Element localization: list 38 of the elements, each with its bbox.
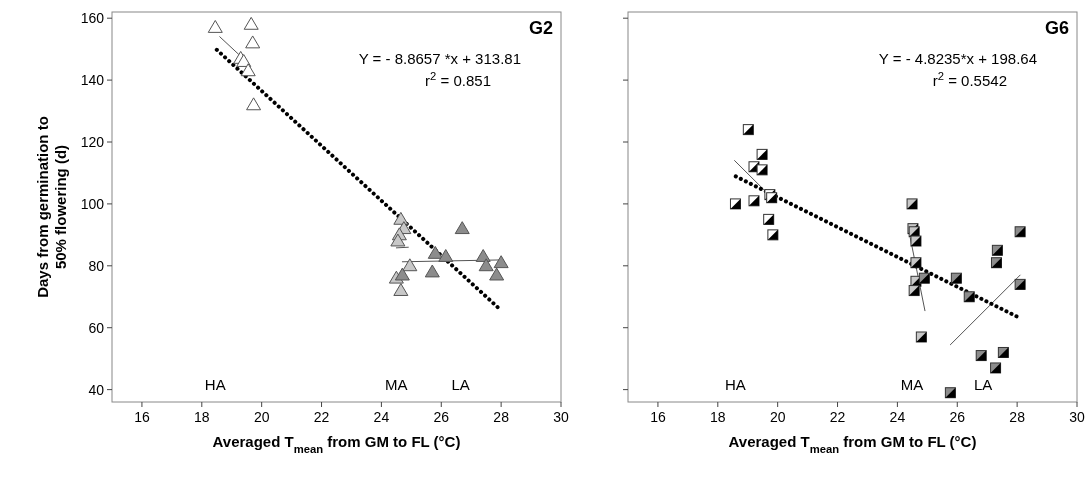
- y-tick-label: 100: [80, 195, 105, 212]
- annotation: MA: [900, 376, 924, 393]
- x-tick-label: 18: [710, 409, 726, 425]
- annotation: Y = - 8.8657 *x + 313.81: [358, 50, 521, 67]
- x-tick-label: 24: [373, 409, 390, 425]
- x-tick-label: 16: [650, 409, 666, 425]
- annotation: LA: [973, 376, 993, 393]
- x-tick-label: 22: [313, 409, 330, 425]
- annotation: HA: [725, 376, 746, 393]
- x-tick-label: 28: [1009, 409, 1026, 425]
- x-tick-label: 30: [553, 409, 569, 425]
- y-tick-label: 40: [88, 381, 105, 398]
- x-tick-label: 24: [889, 409, 906, 425]
- x-tick-label: 22: [829, 409, 846, 425]
- annotation: Y = - 4.8235*x + 198.64: [878, 50, 1037, 67]
- annotation: r$^{2}$ = 0.5542: [932, 70, 1007, 89]
- y-tick-label: 80: [88, 257, 105, 274]
- x-tick-label: 20: [253, 409, 270, 425]
- y-axis-title: Days from germination to 50% flowering (d): [34, 116, 69, 298]
- x-tick-label: 20: [769, 409, 786, 425]
- x-axis-title: Averaged T$_{mean}$ from GM to FL (°C): [212, 433, 461, 455]
- x-tick-label: 26: [433, 409, 450, 425]
- annotation: r$^{2}$ = 0.851: [425, 70, 491, 89]
- annotation: LA: [451, 376, 470, 393]
- chart-title: G2: [528, 18, 553, 38]
- x-axis-title: Averaged T$_{mean}$ from GM to FL (°C): [728, 433, 977, 455]
- x-tick-label: 30: [1069, 409, 1085, 425]
- annotation: MA: [385, 376, 408, 393]
- y-tick-label: 60: [88, 319, 105, 336]
- annotation: HA: [204, 376, 226, 393]
- chart-title: G6: [1044, 18, 1069, 38]
- y-tick-label: 160: [80, 10, 105, 27]
- y-tick-label: 120: [80, 134, 105, 150]
- x-tick-label: 28: [493, 409, 510, 425]
- y-tick-label: 140: [80, 72, 105, 89]
- x-tick-label: 18: [194, 409, 210, 425]
- x-tick-label: 16: [134, 409, 150, 425]
- x-tick-label: 26: [949, 409, 966, 425]
